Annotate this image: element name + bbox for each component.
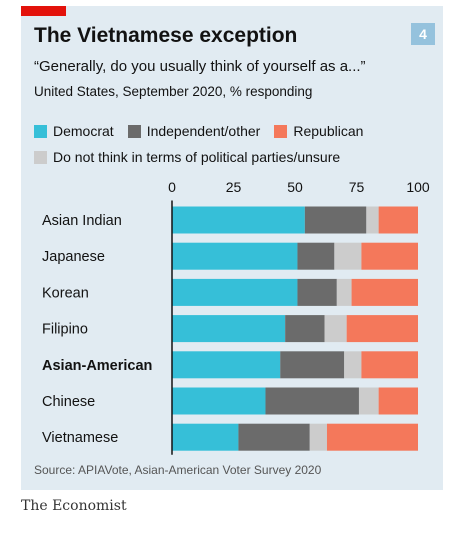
legend-swatch [127,124,141,138]
bar-segment [265,387,359,415]
chart-number-badge: 4 [411,23,435,45]
legend-row: Democrat Independent/other Republican [34,122,377,140]
bar-segment [280,351,345,379]
bar-segment [358,387,379,415]
category-label: Asian Indian [42,213,122,229]
bar-segment [172,206,305,234]
bar-segment [238,423,310,451]
category-label: Vietnamese [42,430,118,446]
category-label: Asian-American [42,358,152,374]
legend-swatch [34,150,47,164]
x-tick-label: 75 [349,179,365,195]
bar-segment [172,242,298,270]
source-note: Source: APIAVote, Asian-American Voter S… [34,463,322,477]
bar-segment [378,387,418,415]
bar-segment [344,351,362,379]
legend-row: Do not think in terms of political parti… [34,148,354,166]
bar-segment [172,351,281,379]
legend-item: Republican [274,123,363,139]
bar-segment [334,242,362,270]
bar-segment [351,278,418,306]
x-tick-label: 100 [406,179,430,195]
legend-swatch [34,124,47,138]
category-label: Filipino [42,322,88,338]
bar-segment [309,423,327,451]
bar-segment [172,315,286,343]
legend-item: Democrat [34,123,114,139]
legend-label: Democrat [53,123,114,139]
legend-item: Do not think in terms of political parti… [34,149,340,165]
category-label: Chinese [42,394,95,410]
publisher-name: The Economist [21,498,127,514]
x-tick-label: 25 [226,179,242,195]
category-label: Japanese [42,249,105,265]
legend-label: Independent/other [146,123,261,139]
legend-label: Do not think in terms of political parti… [53,149,341,165]
brand-tab [21,6,66,16]
bar-segment [324,315,347,343]
bar-segment [361,351,418,379]
bar-segment [172,387,266,415]
bar-segment [304,206,367,234]
bar-segment [285,315,325,343]
bar-segment [297,242,335,270]
chart-title: The Vietnamese exception [34,24,298,47]
chart-subtitle: “Generally, do you usually think of your… [34,58,366,75]
bar-segment [378,206,418,234]
bar-segment [366,206,379,234]
bar-segment [326,423,418,451]
bar-segment [361,242,418,270]
bar-segment [297,278,337,306]
bar-segment [336,278,352,306]
category-label: Korean [42,285,89,301]
legend-label: Republican [293,123,364,139]
bar-segment [172,423,239,451]
bar-segment [346,315,418,343]
legend-item: Independent/other [127,123,261,139]
x-tick-label: 0 [168,179,176,195]
legend-swatch [274,124,288,138]
x-tick-label: 50 [287,179,303,195]
chart-description: United States, September 2020, % respond… [34,84,313,99]
bar-segment [172,278,298,306]
